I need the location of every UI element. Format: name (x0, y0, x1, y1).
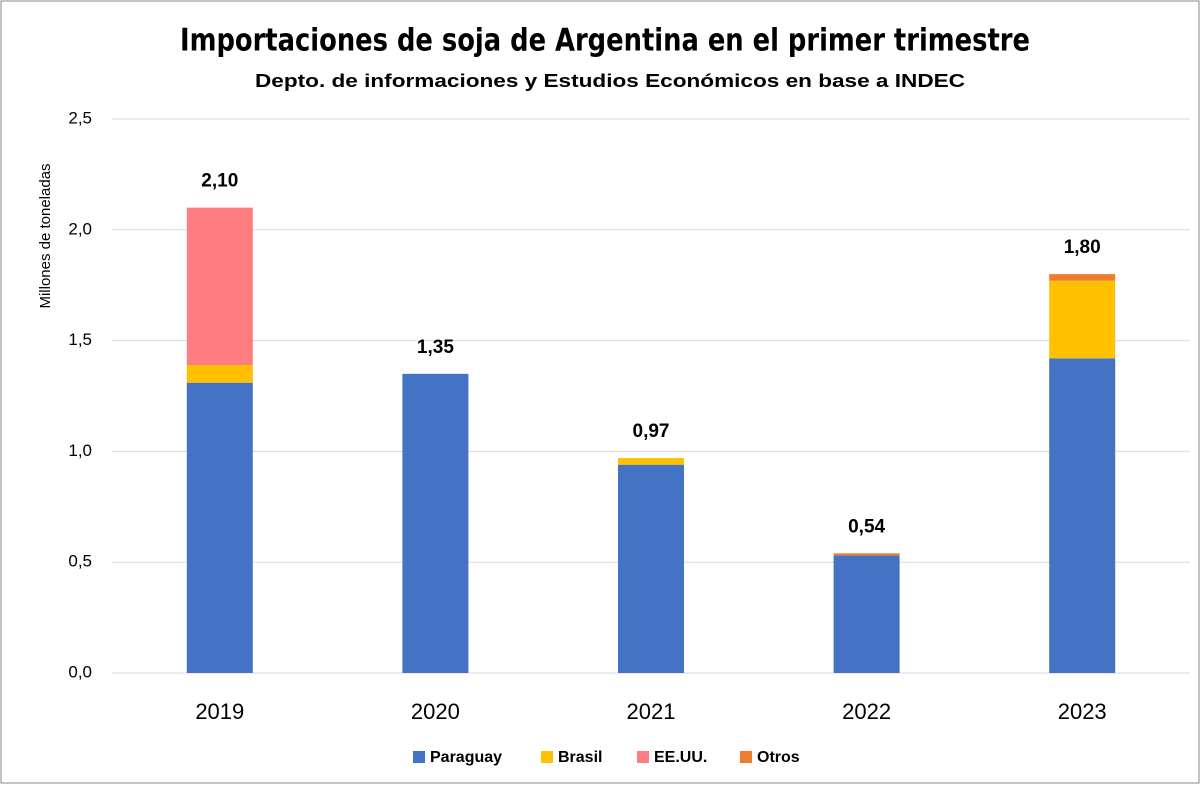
bar-segment (1049, 358, 1116, 673)
bar-segment (618, 464, 684, 673)
chart-title: Importaciones de soja de Argentina en el… (180, 23, 1030, 59)
bar-segment (186, 382, 253, 673)
bar-segment (402, 373, 469, 673)
total-label: 1,80 (1064, 237, 1101, 258)
x-tick-label: 2022 (842, 699, 891, 724)
x-tick-label: 2021 (627, 699, 676, 724)
legend-label: Paraguay (430, 749, 502, 766)
bar-segment (833, 553, 900, 556)
y-axis-label: Millones de toneladas (37, 163, 54, 308)
chart-subtitle: Depto. de informaciones y Estudios Econó… (255, 71, 965, 91)
y-tick-label: 0,5 (68, 552, 92, 571)
legend-label: Brasil (558, 749, 602, 766)
legend-swatch (740, 751, 752, 763)
x-tick-label: 2023 (1058, 699, 1107, 724)
total-label: 1,35 (417, 337, 454, 358)
y-tick-label: 0,0 (68, 662, 92, 681)
bar-segment (1049, 274, 1116, 281)
total-label: 0,97 (633, 421, 670, 442)
legend-swatch (637, 751, 649, 763)
bar-segment (618, 458, 684, 465)
bar-segment (1049, 280, 1116, 359)
bar-segment (186, 207, 253, 365)
y-tick-label: 2,5 (68, 108, 92, 127)
legend-swatch (413, 751, 425, 763)
legend-label: EE.UU. (654, 749, 707, 766)
y-tick-label: 2,0 (68, 219, 92, 238)
total-label: 0,54 (848, 516, 885, 537)
bar-segment (833, 555, 900, 673)
legend-swatch (541, 751, 553, 763)
x-tick-label: 2020 (411, 699, 460, 724)
total-label: 2,10 (201, 171, 238, 192)
x-tick-label: 2019 (195, 699, 244, 724)
y-tick-label: 1,5 (68, 330, 92, 349)
y-tick-label: 1,0 (68, 441, 92, 460)
legend-label: Otros (757, 749, 800, 766)
bar-segment (186, 364, 253, 383)
